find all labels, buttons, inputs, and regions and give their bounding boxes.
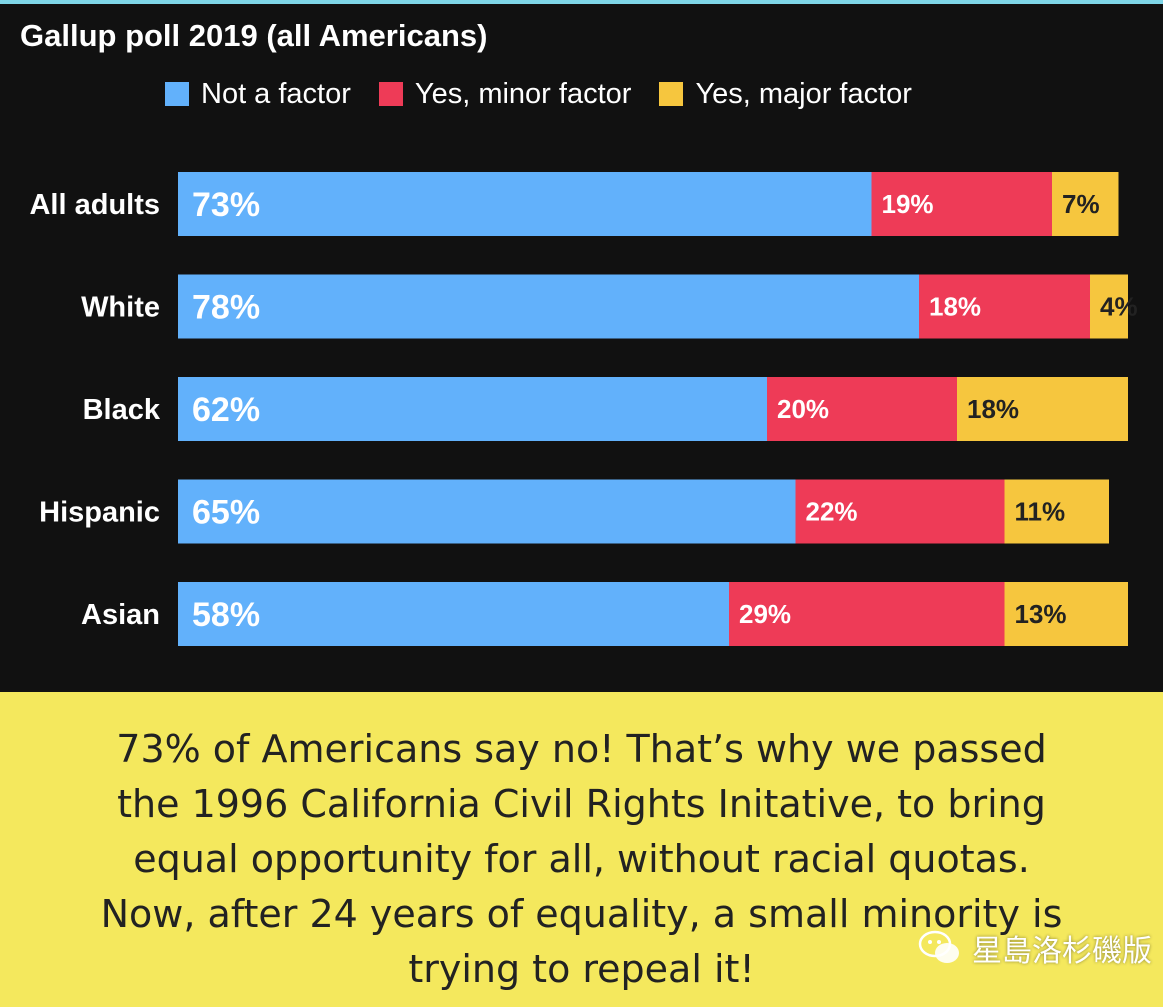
legend-label: Yes, major factor <box>695 77 912 110</box>
data-label-all-adults-yes-minor-factor: 19% <box>882 189 934 219</box>
legend-item-minor-factor: Yes, minor factor <box>378 77 632 111</box>
chart-panel: Gallup poll 2019 (all Americans) Not a f… <box>0 4 1163 692</box>
bar-segment-black-not-a-factor <box>178 377 767 441</box>
stacked-bar-chart: All adults 73% 19% 7% White 78% 18% 4% Black 62% 2… <box>29 172 1138 646</box>
caption-text: 73% of Americans say no! That’s why we p… <box>40 722 1123 997</box>
bar-segment-hispanic-not-a-factor <box>178 479 796 544</box>
chart-legend: Not a factor Yes, minor factor Yes, majo… <box>165 76 940 112</box>
data-label-black-not-a-factor: 62% <box>192 391 260 429</box>
data-label-asian-not-a-factor: 58% <box>192 596 260 634</box>
bar-segment-asian-yes-minor-factor <box>729 582 1005 646</box>
legend-item-major-factor: Yes, major factor <box>659 78 912 111</box>
legend-item-not-a-factor: Not a factor <box>165 78 351 111</box>
bar-segment-white-yes-minor-factor <box>919 274 1090 339</box>
top-accent-strip <box>0 0 1163 4</box>
caption-line: 73% of Americans say no! That’s why we p… <box>116 727 1047 771</box>
bar-segment-asian-not-a-factor <box>178 582 729 646</box>
data-label-all-adults-yes-major-factor: 7% <box>1062 189 1100 219</box>
bar-segment-white-not-a-factor <box>178 274 919 339</box>
bar-segment-asian-yes-major-factor <box>1004 582 1128 646</box>
bar-segment-white-yes-major-factor <box>1090 274 1128 339</box>
category-label-all-adults: All adults <box>29 189 160 221</box>
data-label-hispanic-not-a-factor: 65% <box>192 494 260 532</box>
category-label-hispanic: Hispanic <box>39 497 160 529</box>
legend-swatch-not-a-factor <box>165 82 189 106</box>
data-label-white-not-a-factor: 78% <box>192 289 260 327</box>
watermark-text: 星島洛杉磯版 <box>972 934 1152 969</box>
bar-segment-hispanic-yes-minor-factor <box>795 479 1005 544</box>
category-label-white: White <box>81 292 160 324</box>
bar-segment-hispanic-yes-major-factor <box>1004 479 1109 544</box>
bar-segment-black-yes-major-factor <box>957 377 1128 441</box>
data-label-hispanic-yes-minor-factor: 22% <box>806 497 858 527</box>
data-label-all-adults-not-a-factor: 73% <box>192 186 260 224</box>
bar-segment-all-adults-yes-major-factor <box>1052 172 1119 236</box>
data-label-asian-yes-major-factor: 13% <box>1015 599 1067 629</box>
data-label-black-yes-minor-factor: 20% <box>777 394 829 424</box>
legend-label: Not a factor <box>201 77 351 110</box>
data-label-white-yes-minor-factor: 18% <box>929 292 981 322</box>
category-label-asian: Asian <box>81 599 160 631</box>
bar-segment-all-adults-not-a-factor <box>178 172 872 236</box>
data-label-white-yes-major-factor: 4% <box>1100 292 1138 322</box>
legend-swatch-minor-factor <box>378 82 403 106</box>
chart-title: Gallup poll 2019 (all Americans) <box>20 18 488 53</box>
data-label-asian-yes-minor-factor: 29% <box>739 599 791 629</box>
data-label-black-yes-major-factor: 18% <box>967 394 1019 424</box>
wechat-icon <box>918 930 959 963</box>
bar-segment-black-yes-minor-factor <box>767 377 957 441</box>
caption-line: trying to repeal it! <box>408 947 755 991</box>
bar-segment-all-adults-yes-minor-factor <box>871 172 1052 236</box>
caption-line: the 1996 California Civil Rights Initati… <box>117 782 1046 826</box>
data-label-hispanic-yes-major-factor: 11% <box>1015 497 1066 527</box>
legend-label: Yes, minor factor <box>414 77 632 110</box>
caption-line: equal opportunity for all, without racia… <box>133 837 1030 881</box>
legend-swatch-major-factor <box>659 82 684 106</box>
watermark: 星島洛杉磯版 <box>918 926 1152 970</box>
category-label-black: Black <box>83 394 161 426</box>
caption-line: Now, after 24 years of equality, a small… <box>100 892 1063 936</box>
